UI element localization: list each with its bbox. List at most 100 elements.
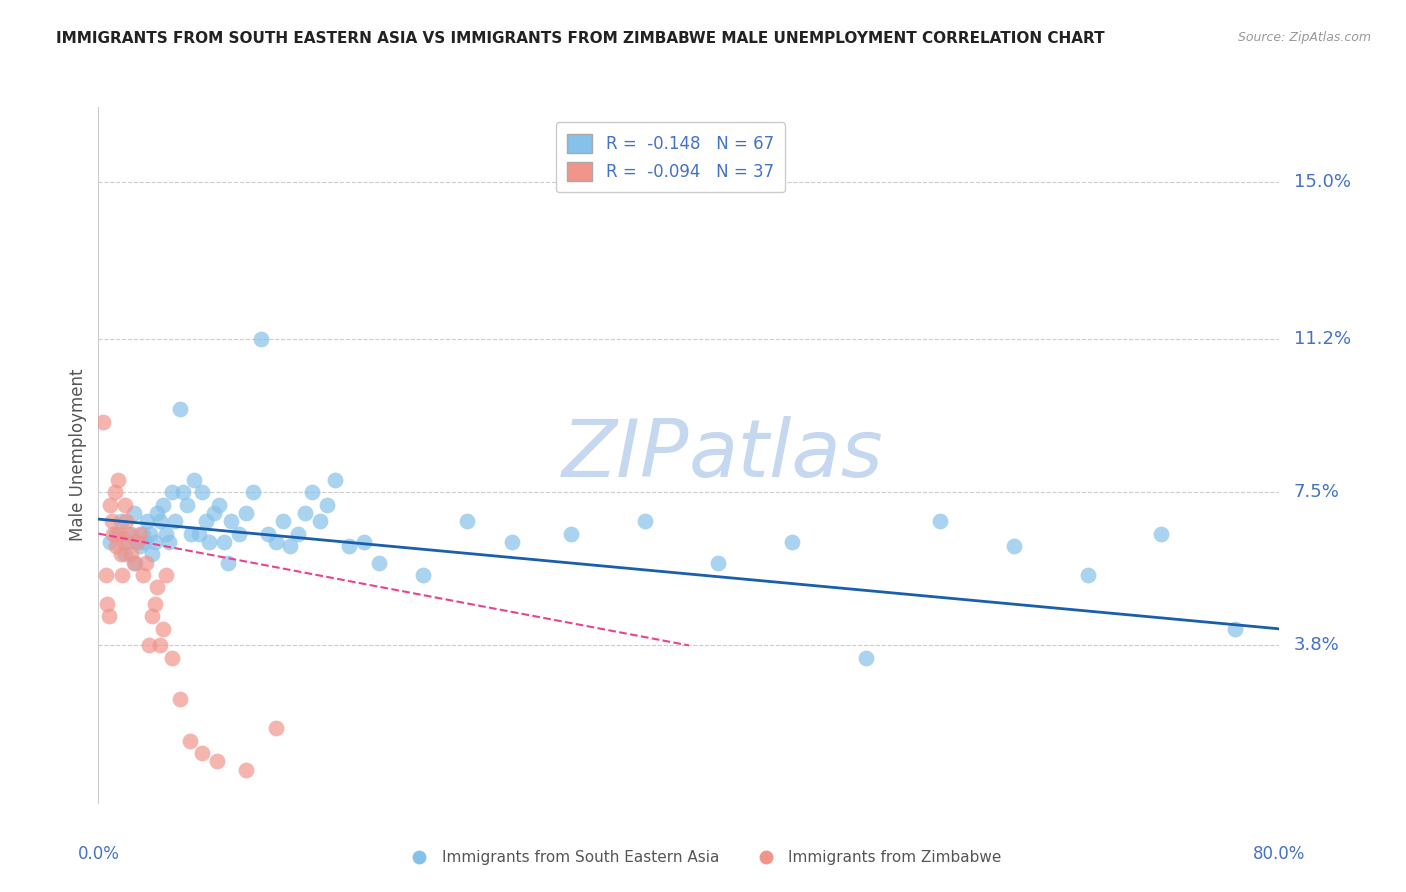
- Point: [928, 514, 950, 528]
- Point: [115, 514, 138, 528]
- Point: [287, 526, 309, 541]
- Point: [132, 568, 155, 582]
- Point: [125, 535, 148, 549]
- Point: [278, 539, 302, 553]
- Point: [195, 514, 218, 528]
- Point: [309, 514, 332, 528]
- Point: [96, 597, 118, 611]
- Point: [124, 556, 146, 570]
- Point: [560, 526, 582, 541]
- Point: [235, 506, 257, 520]
- Point: [179, 733, 201, 747]
- Point: [180, 526, 202, 541]
- Point: [169, 402, 191, 417]
- Point: [191, 746, 214, 760]
- Point: [501, 535, 523, 549]
- Point: [128, 539, 150, 553]
- Point: [146, 506, 169, 520]
- Point: [125, 535, 148, 549]
- Point: [110, 547, 132, 561]
- Point: [456, 514, 478, 528]
- Point: [205, 755, 228, 769]
- Text: IMMIGRANTS FROM SOUTH EASTERN ASIA VS IMMIGRANTS FROM ZIMBABWE MALE UNEMPLOYMENT: IMMIGRANTS FROM SOUTH EASTERN ASIA VS IM…: [56, 31, 1105, 46]
- Text: atlas: atlas: [689, 416, 884, 494]
- Point: [353, 535, 375, 549]
- Point: [176, 498, 198, 512]
- Point: [135, 556, 157, 570]
- Point: [301, 485, 323, 500]
- Point: [157, 535, 180, 549]
- Point: [337, 539, 360, 553]
- Point: [155, 526, 177, 541]
- Point: [1223, 622, 1246, 636]
- Point: [250, 332, 273, 346]
- Point: [108, 526, 131, 541]
- Point: [98, 535, 121, 549]
- Point: [97, 609, 120, 624]
- Text: 0.0%: 0.0%: [77, 845, 120, 863]
- Point: [136, 514, 159, 528]
- Point: [94, 568, 117, 582]
- Point: [264, 535, 287, 549]
- Point: [271, 514, 294, 528]
- Point: [143, 535, 166, 549]
- Point: [104, 485, 127, 500]
- Point: [183, 473, 205, 487]
- Point: [152, 622, 174, 636]
- Point: [228, 526, 250, 541]
- Point: [235, 763, 257, 777]
- Point: [143, 597, 166, 611]
- Point: [323, 473, 346, 487]
- Point: [141, 609, 163, 624]
- Point: [412, 568, 434, 582]
- Point: [162, 485, 183, 500]
- Point: [122, 506, 145, 520]
- Point: [633, 514, 655, 528]
- Point: [132, 526, 155, 541]
- Legend: Immigrants from South Eastern Asia, Immigrants from Zimbabwe: Immigrants from South Eastern Asia, Immi…: [398, 844, 1008, 871]
- Point: [217, 556, 239, 570]
- Point: [114, 547, 136, 561]
- Point: [155, 568, 177, 582]
- Point: [128, 526, 150, 541]
- Point: [172, 485, 194, 500]
- Point: [138, 639, 160, 653]
- Point: [316, 498, 339, 512]
- Point: [208, 498, 231, 512]
- Point: [162, 651, 183, 665]
- Point: [1150, 526, 1173, 541]
- Point: [114, 498, 136, 512]
- Point: [187, 526, 209, 541]
- Text: 3.8%: 3.8%: [1294, 636, 1340, 655]
- Point: [149, 639, 172, 653]
- Point: [120, 526, 142, 541]
- Point: [707, 556, 730, 570]
- Point: [294, 506, 316, 520]
- Y-axis label: Male Unemployment: Male Unemployment: [69, 368, 87, 541]
- Point: [198, 535, 221, 549]
- Point: [105, 539, 128, 553]
- Text: 7.5%: 7.5%: [1294, 483, 1340, 501]
- Text: Source: ZipAtlas.com: Source: ZipAtlas.com: [1237, 31, 1371, 45]
- Point: [212, 535, 235, 549]
- Point: [191, 485, 214, 500]
- Point: [169, 692, 191, 706]
- Point: [152, 498, 174, 512]
- Point: [202, 506, 225, 520]
- Point: [105, 526, 128, 541]
- Point: [91, 415, 114, 429]
- Legend: R =  -0.148   N = 67, R =  -0.094   N = 37: R = -0.148 N = 67, R = -0.094 N = 37: [555, 122, 786, 193]
- Point: [122, 556, 145, 570]
- Point: [117, 526, 139, 541]
- Point: [98, 498, 121, 512]
- Text: ZIP: ZIP: [561, 416, 689, 494]
- Point: [257, 526, 280, 541]
- Point: [117, 535, 139, 549]
- Point: [141, 547, 163, 561]
- Point: [100, 514, 122, 528]
- Point: [855, 651, 877, 665]
- Point: [103, 526, 125, 541]
- Point: [782, 535, 804, 549]
- Text: 15.0%: 15.0%: [1294, 172, 1351, 191]
- Point: [1002, 539, 1025, 553]
